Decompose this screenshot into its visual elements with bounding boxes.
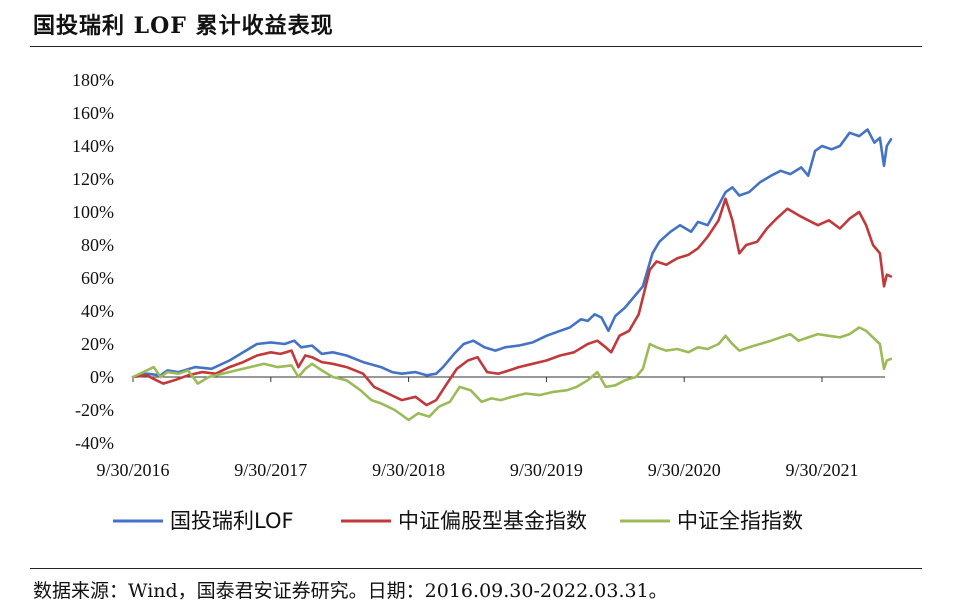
chart-title: 国投瑞利 LOF 累计收益表现 [33, 13, 334, 39]
y-tick-label: 140% [72, 136, 114, 156]
y-axis-ticks: 180% 160% 140% 120% 100% 80% 60% 40% 20% 0% -20% -4… [72, 70, 114, 453]
y-tick-label: -40% [75, 433, 114, 453]
y-tick-label: 100% [72, 202, 114, 222]
x-tick-label: 9/30/2017 [234, 460, 307, 480]
series-line-1 [131, 128, 893, 379]
x-tick-label: 9/30/2018 [372, 460, 445, 480]
y-tick-label: 80% [81, 235, 114, 255]
x-tick-label: 9/30/2019 [510, 460, 583, 480]
series-line-3 [131, 326, 893, 422]
y-tick-label: 180% [72, 70, 114, 90]
legend-label-3: 中证全指指数 [677, 509, 803, 533]
y-tick-label: -20% [75, 400, 114, 420]
x-tick-label: 9/30/2021 [785, 460, 858, 480]
source-divider [30, 568, 922, 569]
source-note: 数据来源：Wind，国泰君安证券研究。日期：2016.09.30-2022.03… [33, 580, 668, 602]
x-axis-ticks: 9/30/2016 9/30/2017 9/30/2018 9/30/2019 9/30… [96, 377, 859, 480]
legend-label-1: 国投瑞利LOF [170, 509, 294, 533]
title-divider [30, 46, 922, 47]
x-tick-label: 9/30/2020 [648, 460, 721, 480]
legend-label-2: 中证偏股型基金指数 [398, 509, 587, 533]
y-tick-label: 0% [90, 367, 114, 387]
line-chart: 180% 160% 140% 120% 100% 80% 60% 40% 20% 0% -20% -4… [72, 70, 893, 533]
x-tick-label: 9/30/2016 [96, 460, 169, 480]
legend: 国投瑞利LOF 中证偏股型基金指数 中证全指指数 [113, 509, 803, 533]
y-tick-label: 60% [81, 268, 114, 288]
y-tick-label: 160% [72, 103, 114, 123]
y-tick-label: 120% [72, 169, 114, 189]
y-tick-label: 20% [81, 334, 114, 354]
series-lines [131, 128, 893, 422]
y-tick-label: 40% [81, 301, 114, 321]
series-line-2 [131, 197, 893, 407]
